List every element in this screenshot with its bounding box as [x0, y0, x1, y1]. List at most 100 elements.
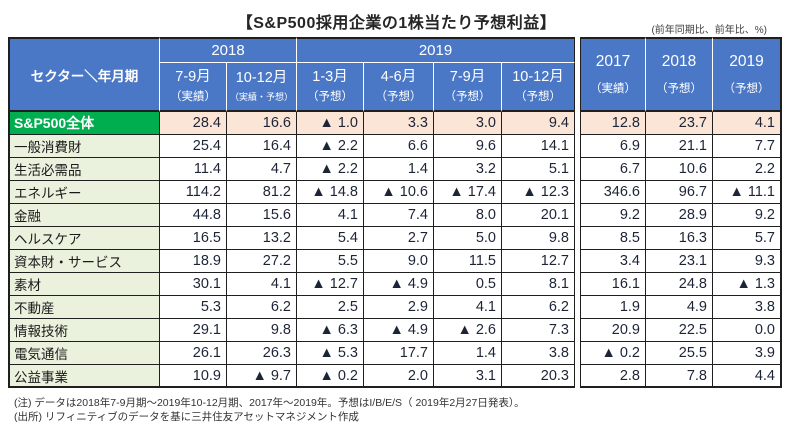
- quarter-header: 7-9月 （実績）: [160, 63, 227, 112]
- quarter-header: 1-3月 （予想）: [297, 63, 364, 112]
- footnote-source: (出所) リフィニティブのデータを基に三井住友アセットマネジメント作成: [14, 411, 359, 423]
- annual-header-2018: 2018 （予想）: [646, 37, 713, 112]
- sector-label: 情報技術: [8, 319, 160, 342]
- sector-label: 不動産: [8, 296, 160, 319]
- value-cell: 81.2: [227, 181, 297, 204]
- value-cell: 4.1: [227, 273, 297, 296]
- value-cell: 1.9: [580, 296, 646, 319]
- quarter-period: 4-6月: [380, 69, 417, 85]
- annual-header-2017: 2017 （実績）: [580, 37, 646, 112]
- value-cell: 5.1: [502, 158, 575, 181]
- value-cell: ▲ 0.2: [297, 365, 364, 388]
- quarter-note: （予想）: [375, 90, 422, 103]
- annual-year: 2017: [595, 52, 631, 70]
- value-cell: ▲ 10.6: [364, 181, 434, 204]
- value-cell: 0.0: [713, 319, 782, 342]
- quarter-header: 7-9月 （予想）: [434, 63, 502, 112]
- value-cell: 8.1: [502, 273, 575, 296]
- value-cell: 114.2: [160, 181, 227, 204]
- quarter-note: （実績）: [170, 90, 216, 103]
- quarter-note: （実績・予想）: [229, 92, 293, 103]
- section-gap: [575, 342, 580, 365]
- value-cell: 16.6: [227, 112, 297, 135]
- value-cell: 26.3: [227, 342, 297, 365]
- quarter-period: 1-3月: [312, 69, 348, 85]
- sector-label: S&P500全体: [8, 112, 160, 135]
- table-row: エネルギー 114.2 81.2 ▲ 14.8 ▲ 10.6 ▲ 17.4 ▲ 12.3 34…: [8, 181, 782, 204]
- table-row: 電気通信 26.1 26.3 ▲ 5.3 17.7 1.4 3.8 ▲ 0.2 25.5 3.9: [8, 342, 782, 365]
- value-cell: 25.5: [646, 342, 713, 365]
- table-row: 一般消費財 25.4 16.4 ▲ 2.2 6.6 9.6 14.1 6.9 21.1 7.7: [8, 135, 782, 158]
- header-quarter-row: 7-9月 （実績） 10-12月 （実績・予想） 1-3月 （予想） 4-6月: [8, 63, 782, 112]
- value-cell: 12.8: [580, 112, 646, 135]
- value-cell: 4.1: [434, 296, 502, 319]
- quarter-note: （予想）: [307, 90, 353, 103]
- value-cell: ▲ 4.9: [364, 319, 434, 342]
- value-cell: 9.3: [713, 250, 782, 273]
- value-cell: 3.3: [364, 112, 434, 135]
- value-cell: ▲ 2.2: [297, 158, 364, 181]
- section-gap: [575, 250, 580, 273]
- value-cell: 6.9: [580, 135, 646, 158]
- value-cell: 1.4: [434, 342, 502, 365]
- table-row: 金融 44.8 15.6 4.1 7.4 8.0 20.1 9.2 28.9 9.2: [8, 204, 782, 227]
- value-cell: 44.8: [160, 204, 227, 227]
- table-row: S&P500全体 28.4 16.6 ▲ 1.0 3.3 3.0 9.4 12.8 23.7 4.…: [8, 112, 782, 135]
- value-cell: 15.6: [227, 204, 297, 227]
- footnote-data: (注) データは2018年7-9月期～2019年10-12月期、2017年～20…: [14, 397, 525, 409]
- value-cell: ▲ 14.8: [297, 181, 364, 204]
- value-cell: 96.7: [646, 181, 713, 204]
- value-cell: 3.8: [713, 296, 782, 319]
- value-cell: 16.1: [580, 273, 646, 296]
- value-cell: 10.9: [160, 365, 227, 388]
- quarter-header: 4-6月 （予想）: [364, 63, 434, 112]
- value-cell: 20.1: [502, 204, 575, 227]
- value-cell: 26.1: [160, 342, 227, 365]
- value-cell: 2.0: [364, 365, 434, 388]
- table-row: 不動産 5.3 6.2 2.5 2.9 4.1 6.2 1.9 4.9 3.8: [8, 296, 782, 319]
- value-cell: 24.8: [646, 273, 713, 296]
- value-cell: ▲ 2.2: [297, 135, 364, 158]
- value-cell: 25.4: [160, 135, 227, 158]
- value-cell: 9.6: [434, 135, 502, 158]
- value-cell: 10.6: [646, 158, 713, 181]
- value-cell: 9.2: [713, 204, 782, 227]
- value-cell: 5.7: [713, 227, 782, 250]
- value-cell: 346.6: [580, 181, 646, 204]
- unit-note: (前年同期比、前年比、%): [651, 25, 767, 36]
- annual-header-2019: 2019 （予想）: [713, 37, 782, 112]
- value-cell: 20.3: [502, 365, 575, 388]
- year-group-2019: 2019: [297, 37, 575, 63]
- value-cell: 7.8: [646, 365, 713, 388]
- annual-year: 2018: [661, 52, 697, 70]
- section-gap: [575, 204, 580, 227]
- value-cell: ▲ 1.3: [713, 273, 782, 296]
- value-cell: 6.7: [580, 158, 646, 181]
- quarter-header: 10-12月 （実績・予想）: [227, 63, 297, 112]
- value-cell: 9.4: [502, 112, 575, 135]
- value-cell: ▲ 17.4: [434, 181, 502, 204]
- value-cell: 23.1: [646, 250, 713, 273]
- value-cell: 4.1: [713, 112, 782, 135]
- value-cell: 2.2: [713, 158, 782, 181]
- section-gap: [575, 112, 580, 135]
- value-cell: ▲ 12.7: [297, 273, 364, 296]
- value-cell: 8.0: [434, 204, 502, 227]
- value-cell: 29.1: [160, 319, 227, 342]
- section-gap: [575, 365, 580, 388]
- table-row: 資本財・サービス 18.9 27.2 5.5 9.0 11.5 12.7 3.4 23.1 9.3: [8, 250, 782, 273]
- table-body: S&P500全体 28.4 16.6 ▲ 1.0 3.3 3.0 9.4 12.8 23.7 4.…: [8, 112, 782, 388]
- value-cell: 9.2: [580, 204, 646, 227]
- value-cell: 30.1: [160, 273, 227, 296]
- value-cell: 2.7: [364, 227, 434, 250]
- value-cell: 28.4: [160, 112, 227, 135]
- sector-label: 一般消費財: [8, 135, 160, 158]
- table-row: 情報技術 29.1 9.8 ▲ 6.3 ▲ 4.9 ▲ 2.6 7.3 20.9 22.5 0.0: [8, 319, 782, 342]
- section-gap: [575, 37, 580, 112]
- table-row: 生活必需品 11.4 4.7 ▲ 2.2 1.4 3.2 5.1 6.7 10.6 2.2: [8, 158, 782, 181]
- quarter-period: 10-12月: [512, 69, 564, 85]
- value-cell: 16.4: [227, 135, 297, 158]
- value-cell: 4.4: [713, 365, 782, 388]
- value-cell: 5.4: [297, 227, 364, 250]
- value-cell: 6.6: [364, 135, 434, 158]
